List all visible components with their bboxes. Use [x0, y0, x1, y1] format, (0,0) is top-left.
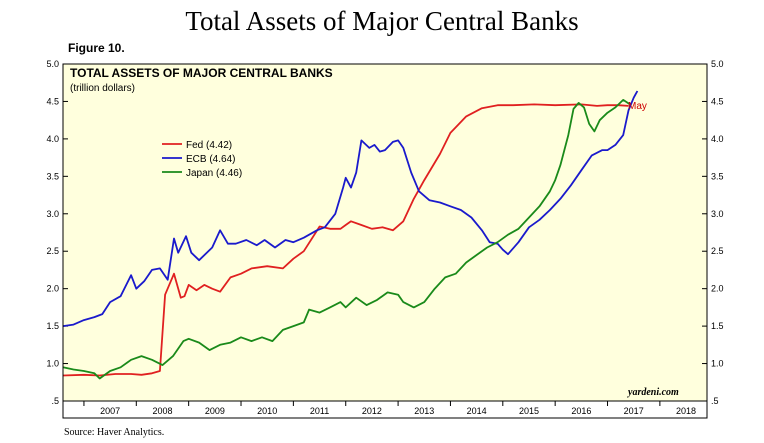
may-annotation: May — [628, 101, 647, 112]
x-tick-label: 2013 — [414, 406, 434, 416]
x-tick-label: 2011 — [310, 406, 329, 416]
x-tick-label: 2012 — [362, 406, 382, 416]
y-tick-label-left: 3.5 — [46, 171, 59, 181]
y-tick-label-left: 3.0 — [46, 209, 59, 219]
x-axis-band — [62, 400, 708, 419]
y-tick-label-left: 1.0 — [46, 359, 59, 369]
y-tick-label-right: 2.0 — [711, 284, 724, 294]
fed-line — [62, 103, 629, 377]
y-tick-label-right: 5.0 — [711, 59, 724, 69]
y-tick-label-right: 3.5 — [711, 171, 724, 181]
legend-label-fed: Fed (4.42) — [186, 140, 232, 151]
legend-label-japan: Japan (4.46) — [186, 168, 242, 179]
x-tick-label: 2009 — [205, 406, 225, 416]
y-tick-label-left: 1.5 — [46, 321, 59, 331]
y-tick-label-right: 4.5 — [711, 96, 724, 106]
y-tick-label-left: 5.0 — [46, 59, 59, 69]
source-note: Source: Haver Analytics. — [64, 427, 165, 438]
x-tick-label: 2008 — [152, 406, 172, 416]
y-tick-label-left: 2.0 — [46, 284, 59, 294]
chart-subtitle: (trillion dollars) — [70, 83, 135, 94]
x-tick-label: 2014 — [467, 406, 487, 416]
ecb-line — [62, 90, 639, 327]
ticks-layer: .5 .5 1.0 1.0 1.5 1.5 2.0 2.0 2.5 2.5 3.0 3.0 3.5 3.5… — [46, 59, 723, 406]
yardeni-credit: yardeni.com — [627, 387, 679, 398]
chart-title: TOTAL ASSETS OF MAJOR CENTRAL BANKS — [70, 66, 333, 80]
page-title: Total Assets of Major Central Banks — [185, 6, 579, 36]
y-tick-label-right: 3.0 — [711, 209, 724, 219]
x-tick-label: 2018 — [676, 406, 696, 416]
series-layer — [62, 90, 639, 380]
legend-label-ecb: ECB (4.64) — [186, 154, 235, 165]
y-tick-label-left: 2.5 — [46, 246, 59, 256]
y-tick-label-left: 4.0 — [46, 134, 59, 144]
x-tick-label: 2010 — [257, 406, 277, 416]
figure-label: Figure 10. — [68, 41, 125, 55]
y-tick-label-right: 4.0 — [711, 134, 724, 144]
y-tick-label-right: 1.0 — [711, 359, 724, 369]
y-tick-label-right: 2.5 — [711, 246, 724, 256]
y-tick-label-left: 4.5 — [46, 96, 59, 106]
y-tick-label-right: .5 — [711, 396, 719, 406]
y-tick-label-left: .5 — [51, 396, 59, 406]
x-tick-label: 2007 — [100, 406, 120, 416]
x-axis-layer: 2007 2008 2009 2010 2011 2012 2013 2014 2015 2016… — [83, 401, 696, 416]
japan-line — [62, 99, 631, 380]
legend: Fed (4.42) ECB (4.64) Japan (4.46) — [162, 140, 242, 179]
x-tick-label: 2015 — [519, 406, 539, 416]
y-tick-label-right: 1.5 — [711, 321, 724, 331]
x-tick-label: 2017 — [624, 406, 644, 416]
plot-background — [63, 64, 707, 401]
x-tick-label: 2016 — [571, 406, 591, 416]
